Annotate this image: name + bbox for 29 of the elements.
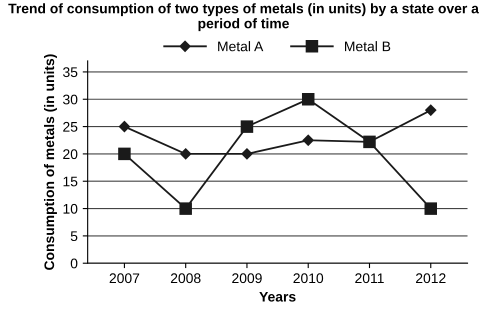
point [118,120,130,132]
y-tick-label: 10 [64,204,78,214]
y-tick-label: 25 [63,122,78,132]
x-tick-label: 2010 [293,273,324,284]
point [240,120,254,133]
y-axis-title: Consumption of metals (in units) [44,54,57,270]
point [241,148,253,160]
point [118,148,131,160]
legend-label: Metal B [345,41,390,52]
y-tick-label: 5 [70,231,78,242]
y-tick-label: 15 [64,176,78,186]
y-tick-label: 30 [63,94,78,104]
y-tick-label: 35 [63,67,78,78]
x-tick-label: 2007 [110,273,140,284]
chart-title: Trend of consumption of two types of metals (in units) by a state over a period of time [8,3,479,32]
point [179,202,192,215]
y-tick-label: 20 [63,149,78,160]
point [424,202,438,215]
point [425,104,436,116]
point [302,93,314,106]
y-tick-label: 0 [70,258,78,268]
point [302,134,314,146]
point [180,148,192,160]
x-tick-label: 2011 [355,273,384,284]
x-tick-label: 2009 [232,273,262,284]
x-tick-label: 2012 [416,273,446,284]
x-axis-title: Years [259,292,296,302]
legend-label: Metal A [218,41,264,52]
x-tick-label: 2008 [170,273,201,284]
